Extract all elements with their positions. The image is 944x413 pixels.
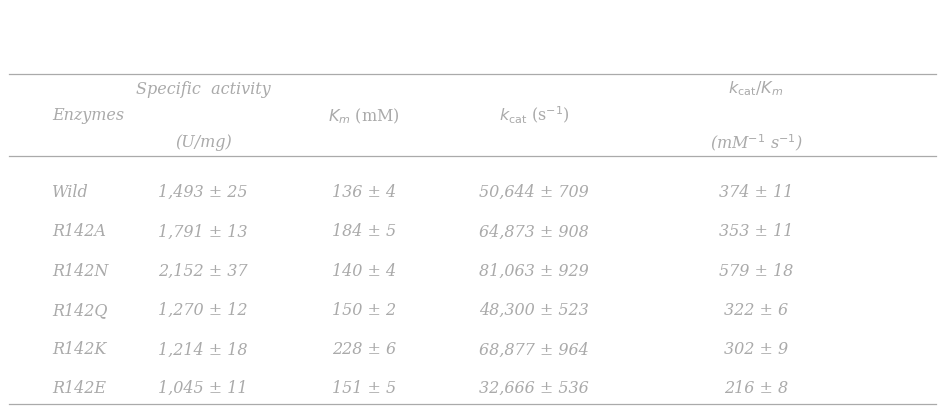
Text: 2,152 ± 37: 2,152 ± 37 — [159, 262, 247, 279]
Text: $\mathit{k}_{\rm cat}$ (s$^{-1}$): $\mathit{k}_{\rm cat}$ (s$^{-1}$) — [498, 105, 568, 126]
Text: 48,300 ± 523: 48,300 ± 523 — [479, 301, 588, 318]
Text: 1,791 ± 13: 1,791 ± 13 — [159, 223, 247, 240]
Text: 140 ± 4: 140 ± 4 — [331, 262, 396, 279]
Text: 136 ± 4: 136 ± 4 — [331, 183, 396, 201]
Text: 184 ± 5: 184 ± 5 — [331, 223, 396, 240]
Text: 1,214 ± 18: 1,214 ± 18 — [159, 340, 247, 358]
Text: Specific  activity: Specific activity — [136, 80, 270, 97]
Text: 50,644 ± 709: 50,644 ± 709 — [479, 183, 588, 201]
Text: 579 ± 18: 579 ± 18 — [718, 262, 792, 279]
Text: 151 ± 5: 151 ± 5 — [331, 379, 396, 396]
Text: 1,270 ± 12: 1,270 ± 12 — [159, 301, 247, 318]
Text: 353 ± 11: 353 ± 11 — [718, 223, 792, 240]
Text: Wild: Wild — [52, 183, 89, 201]
Text: $\mathit{k}_{\rm cat}$/$\mathit{K}_{m}$: $\mathit{k}_{\rm cat}$/$\mathit{K}_{m}$ — [728, 79, 783, 98]
Text: $\mathit{K}_{m}$ (mM): $\mathit{K}_{m}$ (mM) — [328, 106, 399, 125]
Text: R142N: R142N — [52, 262, 109, 279]
Text: 228 ± 6: 228 ± 6 — [331, 340, 396, 358]
Text: 1,493 ± 25: 1,493 ± 25 — [159, 183, 247, 201]
Text: R142Q: R142Q — [52, 301, 108, 318]
Text: 302 ± 9: 302 ± 9 — [723, 340, 787, 358]
Text: (U/mg): (U/mg) — [175, 134, 231, 151]
Text: 374 ± 11: 374 ± 11 — [718, 183, 792, 201]
Text: 32,666 ± 536: 32,666 ± 536 — [479, 379, 588, 396]
Text: 68,877 ± 964: 68,877 ± 964 — [479, 340, 588, 358]
Text: R142K: R142K — [52, 340, 107, 358]
Text: R142E: R142E — [52, 379, 106, 396]
Text: 64,873 ± 908: 64,873 ± 908 — [479, 223, 588, 240]
Text: Enzymes: Enzymes — [52, 107, 124, 124]
Text: 81,063 ± 929: 81,063 ± 929 — [479, 262, 588, 279]
Text: 216 ± 8: 216 ± 8 — [723, 379, 787, 396]
Text: 322 ± 6: 322 ± 6 — [723, 301, 787, 318]
Text: (mM$^{-1}$ s$^{-1}$): (mM$^{-1}$ s$^{-1}$) — [709, 132, 801, 153]
Text: 1,045 ± 11: 1,045 ± 11 — [159, 379, 247, 396]
Text: 150 ± 2: 150 ± 2 — [331, 301, 396, 318]
Text: R142A: R142A — [52, 223, 106, 240]
